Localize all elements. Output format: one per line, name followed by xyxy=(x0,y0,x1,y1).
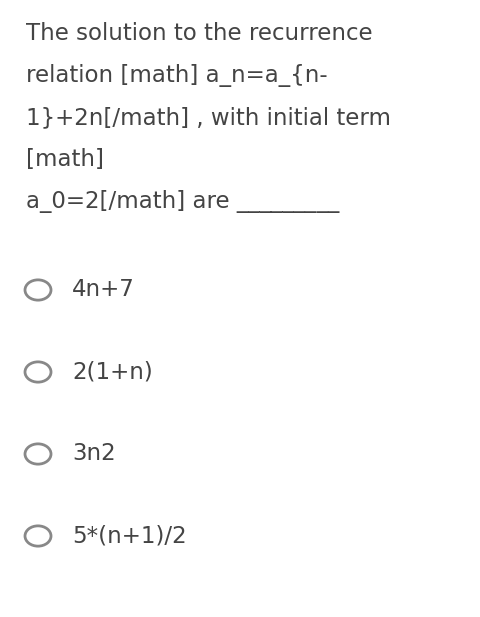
Text: 1}+2n[/math] , with initial term: 1}+2n[/math] , with initial term xyxy=(26,106,391,129)
Text: 2(1+n): 2(1+n) xyxy=(72,360,153,384)
Text: 3n2: 3n2 xyxy=(72,442,115,465)
Text: 4n+7: 4n+7 xyxy=(72,278,134,302)
Text: a_0=2[/math] are _________: a_0=2[/math] are _________ xyxy=(26,190,339,213)
Text: 5*(n+1)/2: 5*(n+1)/2 xyxy=(72,524,186,547)
Text: [math]: [math] xyxy=(26,148,104,171)
Text: The solution to the recurrence: The solution to the recurrence xyxy=(26,22,372,45)
Text: relation [math] a_n=a_{n-: relation [math] a_n=a_{n- xyxy=(26,64,327,87)
